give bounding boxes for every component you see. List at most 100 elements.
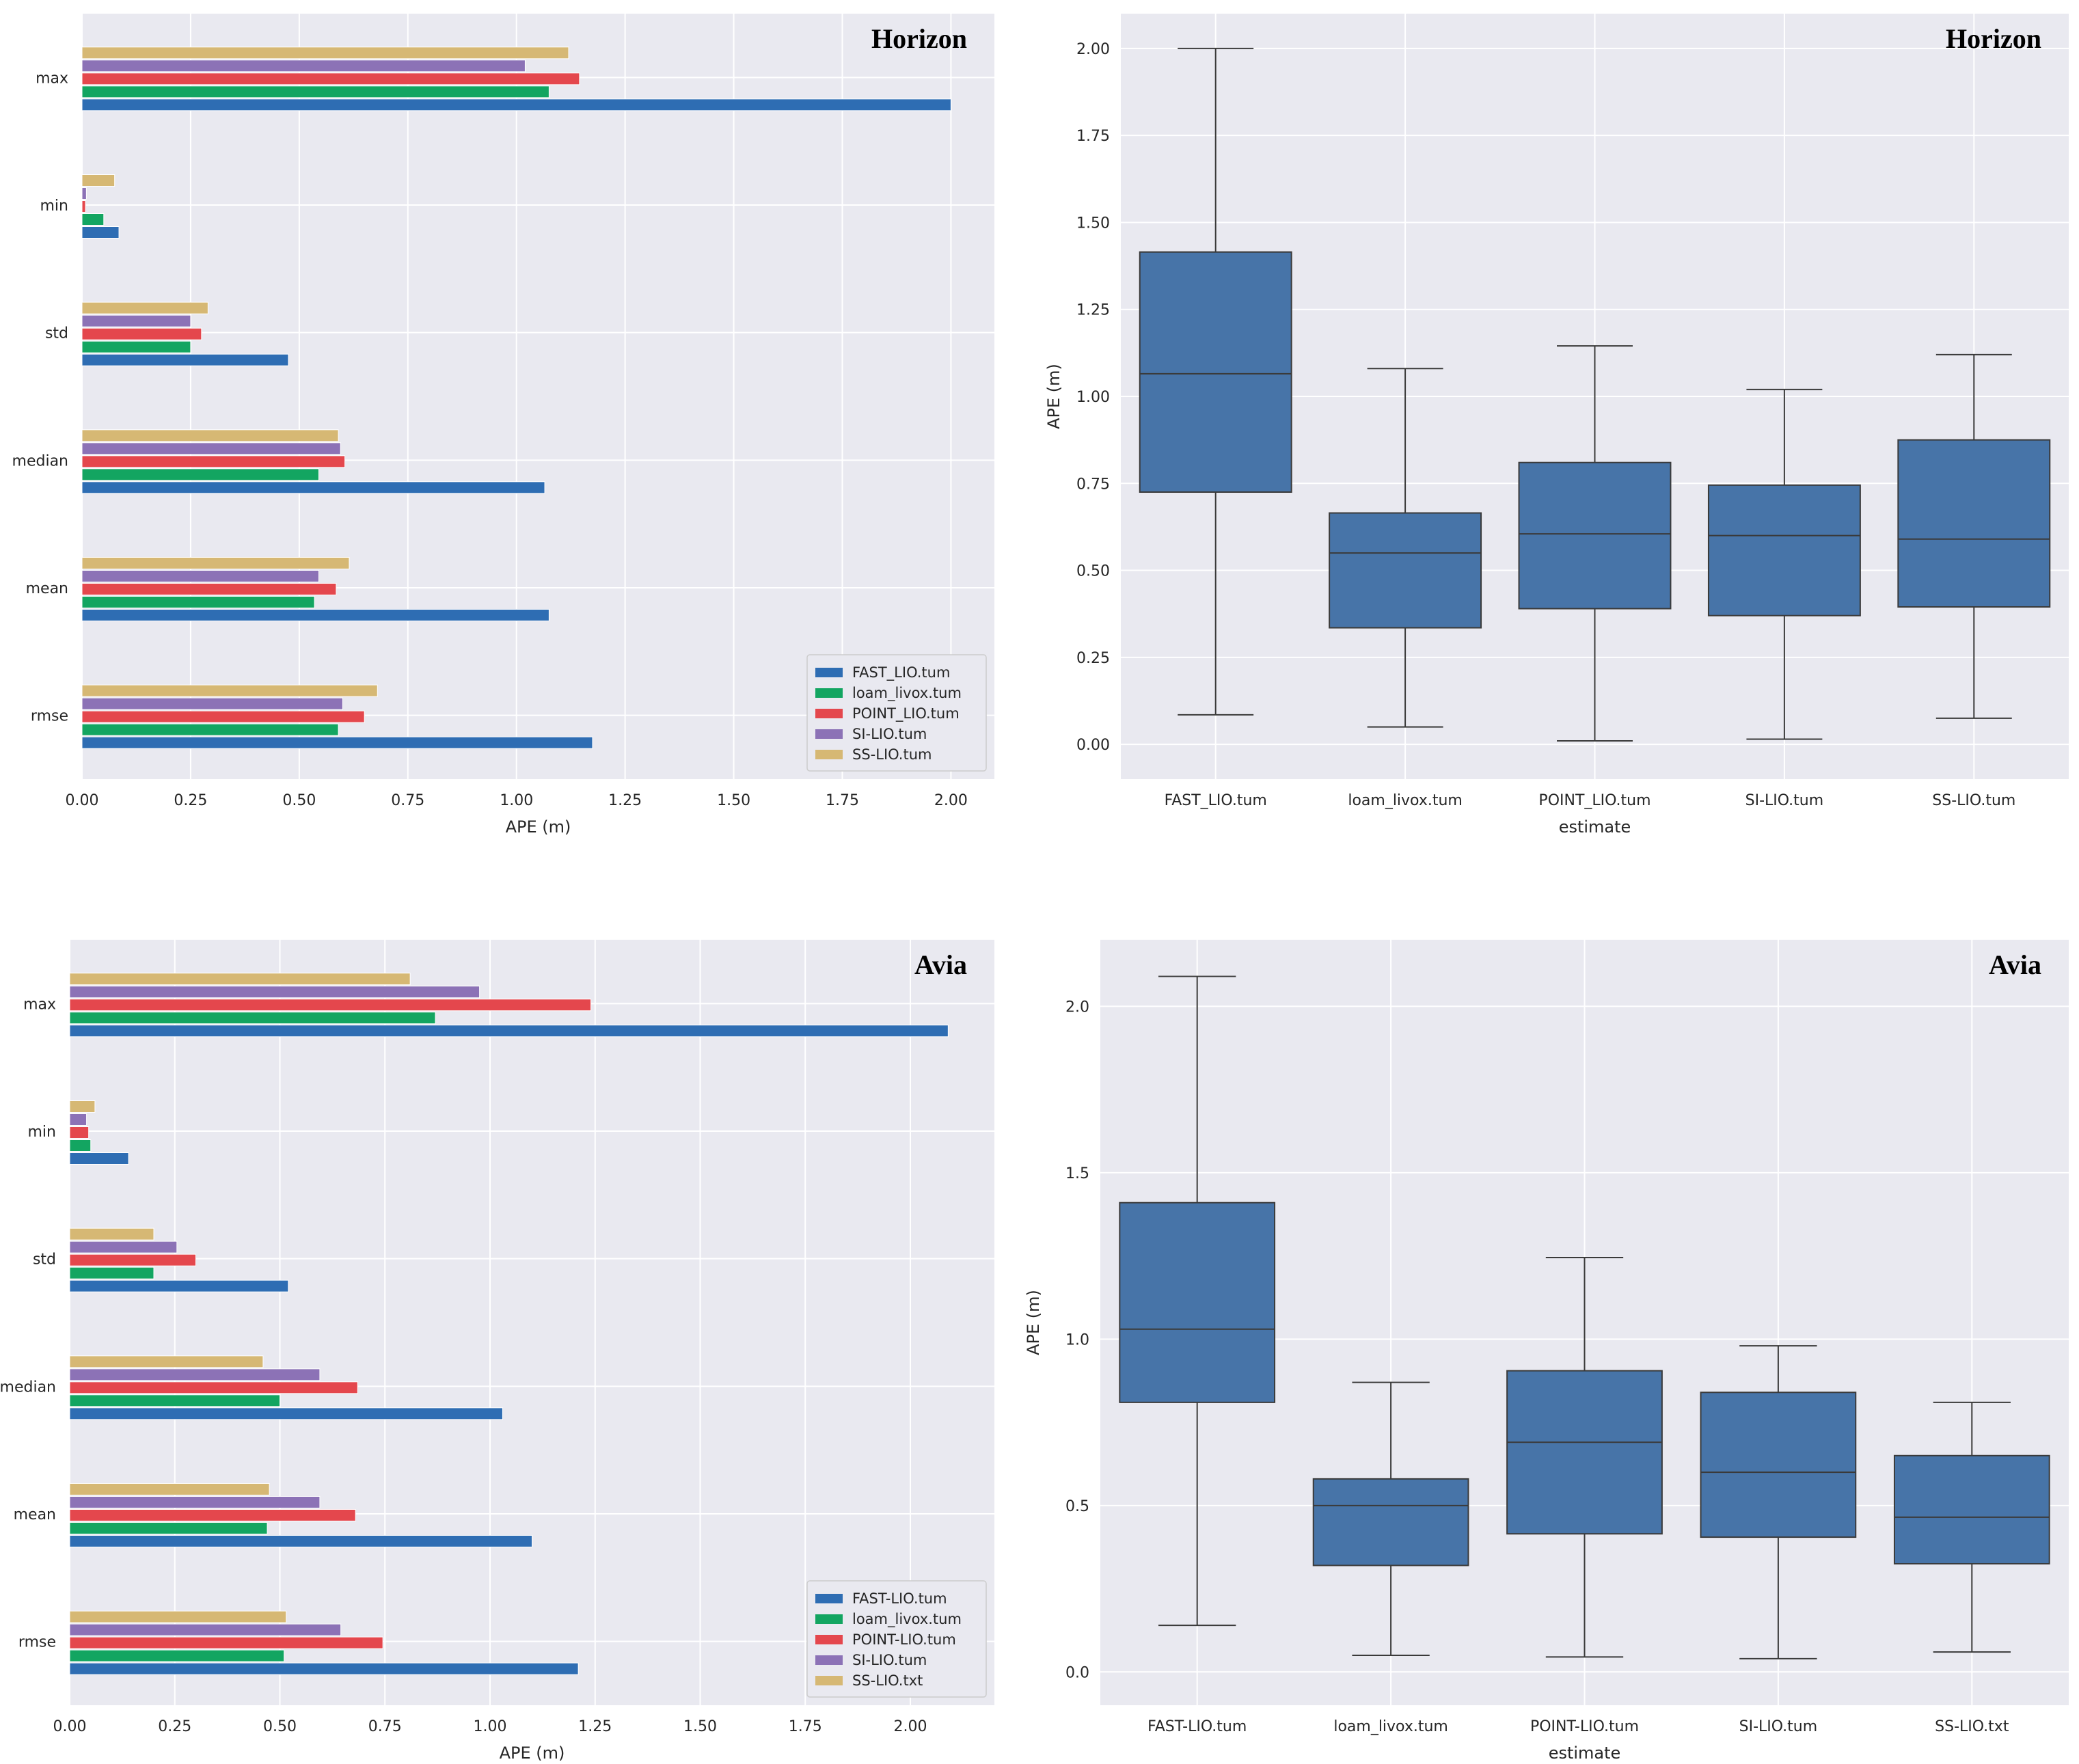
x-tick-label: SI-LIO.tum [1739,1718,1818,1735]
bar [69,1662,579,1675]
bar [69,1152,129,1165]
x-tick-label: 1.75 [789,1718,822,1735]
box [1893,1454,2050,1565]
bar [81,98,951,111]
legend-box [806,654,987,772]
bar [69,1227,154,1240]
y-tick-label: 0.0 [1065,1664,1089,1681]
x-tick-label: 1.50 [683,1718,717,1735]
plot-area [70,940,994,1705]
y-tick-label: 1.75 [1076,128,1110,145]
box [1139,251,1292,493]
x-tick-label: 1.00 [474,1718,507,1735]
avia-ape-box-plot: 0.0 0.5 1.0 1.5 2.0 FAST-LIO.tum loam_livox.tu… [1024,940,2069,1763]
legend-swatch [815,688,843,698]
bar [69,1100,96,1113]
legend-swatch [815,709,843,718]
x-axis-label: estimate [1549,1743,1621,1761]
y-tick-label: 0.25 [1076,650,1110,667]
legend-swatch [815,729,843,739]
legend-label: SS-LIO.tum [852,746,932,763]
legend-label: loam_livox.tum [852,685,962,702]
x-tick-label: 1.25 [608,792,642,809]
x-tick-label: 0.75 [368,1718,402,1735]
x-tick-label: 0.00 [66,792,99,809]
x-axis-label: APE (m) [500,1743,565,1761]
x-tick-label: 2.00 [894,1718,927,1735]
box [1119,1202,1276,1403]
bar [81,72,580,85]
legend-swatch [815,668,843,677]
y-tick-label: 1.5 [1065,1165,1089,1182]
bar [69,1355,264,1368]
bar [69,1522,268,1534]
y-tick-label: mean [14,1506,56,1523]
box [1897,439,2051,608]
bar [81,481,545,494]
chart-title: Avia [914,949,967,980]
y-tick-label: 2.00 [1076,41,1110,58]
bar [69,1394,280,1407]
box [1700,1392,1857,1538]
bar [81,583,337,595]
bar [69,1368,321,1381]
bar [81,442,341,455]
legend-swatch [815,750,843,759]
bar [69,1126,90,1139]
legend-label: POINT_LIO.tum [852,705,960,722]
bar [69,1381,358,1394]
x-tick-label: SS-LIO.tum [1932,792,2015,809]
chart-title: Horizon [871,23,967,54]
box [1312,1478,1469,1566]
legend-label: POINT-LIO.tum [852,1631,956,1648]
legend-swatch [815,1594,843,1603]
x-tick-label: 0.25 [174,792,207,809]
y-tick-label: 1.50 [1076,215,1110,232]
bar [81,570,319,582]
bar [69,1509,356,1521]
x-tick-label: POINT-LIO.tum [1530,1718,1639,1735]
legend-swatch [815,1614,843,1624]
bar [81,46,569,59]
bar [69,1649,285,1662]
y-tick-label: 0.00 [1076,737,1110,754]
bar [81,301,208,314]
legend-swatch [815,1635,843,1644]
bar [81,226,120,239]
bar [69,1025,949,1037]
y-axis-label: APE (m) [1044,364,1063,429]
bar [81,340,191,353]
bar [69,1012,436,1025]
x-tick-label: loam_livox.tum [1333,1718,1448,1735]
box [1329,512,1482,629]
bar [81,327,202,340]
bar [69,1483,270,1495]
bar [81,429,339,442]
bar [81,187,87,200]
x-axis-label: estimate [1559,817,1631,837]
bar [81,314,191,327]
legend-label: FAST-LIO.tum [852,1590,947,1607]
y-tick-label: rmse [31,708,68,725]
horizon-ape-bar-chart: 0.00 0.25 0.50 0.75 1.00 1.25 1.50 1.75 2.00 max m… [12,14,994,837]
bar [81,455,346,468]
y-tick-label: 1.25 [1076,302,1110,319]
x-axis-label: APE (m) [506,817,571,837]
bar [81,174,116,187]
x-tick-label: POINT_LIO.tum [1538,792,1650,809]
bar [69,986,480,999]
y-axis-label: APE (m) [1024,1290,1043,1355]
legend-swatch [815,1676,843,1685]
x-tick-label: 2.00 [934,792,968,809]
bar [69,973,411,986]
y-tick-label: mean [26,580,68,597]
y-tick-label: rmse [18,1634,56,1651]
box [1518,461,1672,610]
x-tick-label: 0.00 [53,1718,87,1735]
x-tick-label: 0.50 [282,792,316,809]
y-tick-label: std [45,325,68,342]
x-tick-label: SI-LIO.tum [1745,792,1824,809]
y-tick-label: 1.0 [1065,1331,1089,1348]
bar [69,1623,342,1636]
